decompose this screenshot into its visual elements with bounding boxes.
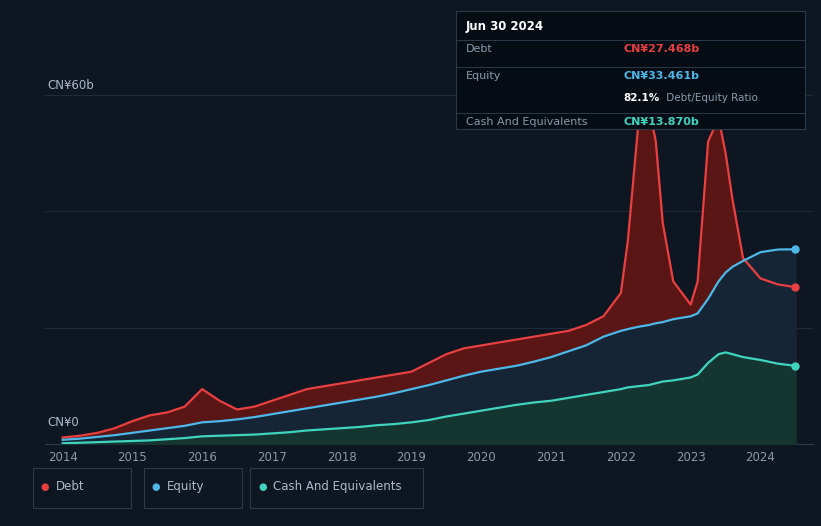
Text: ●: ● bbox=[41, 481, 49, 492]
Text: ●: ● bbox=[152, 481, 160, 492]
Text: CN¥60b: CN¥60b bbox=[48, 79, 94, 92]
Text: ●: ● bbox=[259, 481, 267, 492]
Text: CN¥13.870b: CN¥13.870b bbox=[623, 117, 699, 127]
Text: Equity: Equity bbox=[466, 71, 502, 81]
Text: Debt: Debt bbox=[466, 44, 493, 54]
Text: Debt/Equity Ratio: Debt/Equity Ratio bbox=[663, 94, 758, 104]
Text: CN¥0: CN¥0 bbox=[48, 416, 79, 429]
Text: CN¥33.461b: CN¥33.461b bbox=[623, 71, 699, 81]
Text: Cash And Equivalents: Cash And Equivalents bbox=[466, 117, 588, 127]
Text: CN¥27.468b: CN¥27.468b bbox=[623, 44, 699, 54]
Text: Equity: Equity bbox=[167, 480, 204, 493]
Text: 82.1%: 82.1% bbox=[623, 94, 659, 104]
Text: Cash And Equivalents: Cash And Equivalents bbox=[273, 480, 402, 493]
Text: Debt: Debt bbox=[56, 480, 85, 493]
Text: Jun 30 2024: Jun 30 2024 bbox=[466, 20, 544, 33]
